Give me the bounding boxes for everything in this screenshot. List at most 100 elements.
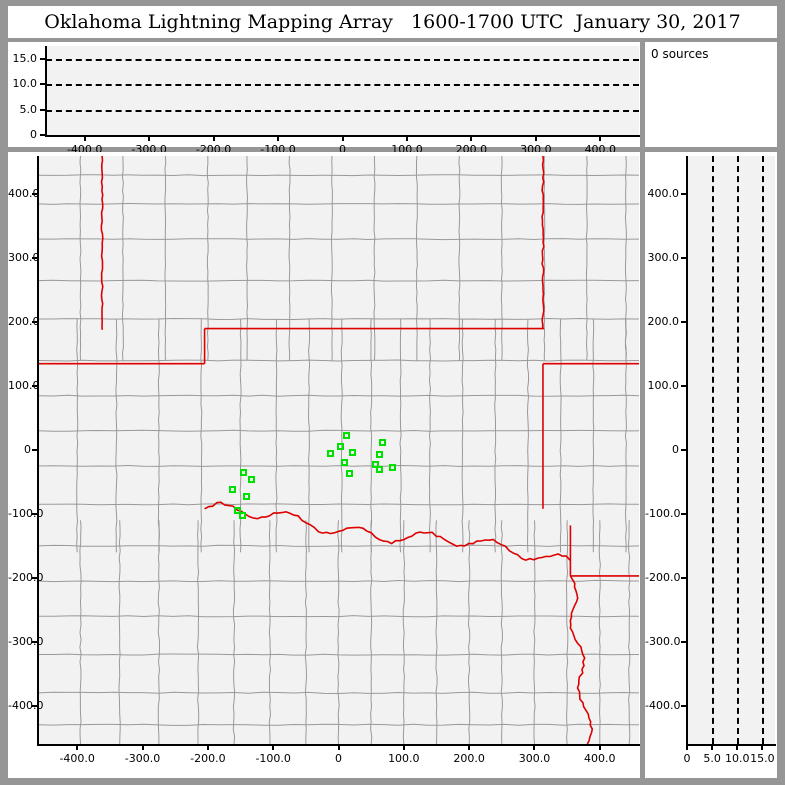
county-line-v-m0 [76,318,79,553]
county-line-v-m3 [200,318,203,553]
x-tick-0 [76,744,79,750]
county-line-h-s5 [38,723,639,726]
county-line-v-s1 [118,520,121,744]
gridline-y-1 [46,84,639,87]
county-line-h-n2 [38,238,639,241]
x-tick-label-5: 100.0 [388,752,420,765]
y-tick-label-2: -200.0 [645,570,681,584]
x-tick-6 [470,135,473,141]
lma-source-marker[interactable] [327,450,335,458]
gridline-x-2 [762,156,765,744]
y-tick-label-8: 400.0 [647,187,680,201]
y-tick-2 [32,576,39,579]
x-tick-4 [337,744,340,750]
lma-source-marker[interactable] [378,438,386,446]
height-histogram-panel[interactable]: -400.0 -300.0 -200.0 -100.0 0 100.0 200.0 300.0… [645,152,777,778]
time-height-panel[interactable]: 0 5.0 10.0 15.0 -400.0 -300.0 -200.0 -100.0 0 100… [8,42,640,156]
county-line-v-s3 [196,520,200,744]
y-tick-4 [32,449,39,451]
y-tick-6 [32,321,39,324]
gridline-x-0 [712,156,715,744]
y-tick-label-0: -400.0 [8,698,44,712]
county-line-v-s15 [598,520,601,744]
lma-source-marker[interactable] [389,464,397,472]
y-tick-3 [681,512,688,515]
x-tick-0 [83,135,86,141]
county-line-v-s7 [337,520,340,744]
x-tick-3 [272,744,275,750]
y-tick-label-5: 100.0 [647,379,680,393]
county-line-v-m10 [428,318,432,553]
gridline-x-1 [737,156,740,744]
lma-source-marker[interactable] [348,449,356,457]
y-tick-label-3: -100.0 [645,506,681,520]
state-boundary-red-river [204,501,571,562]
y-tick-7 [681,257,688,260]
x-tick-label-2: 10.0 [725,752,750,765]
state-boundary-ok-missouri-north [541,156,545,329]
gridline-y-2 [46,58,639,61]
y-tick-8 [32,193,39,196]
x-tick-label-6: 200.0 [453,752,485,765]
lma-source-marker[interactable] [371,461,379,469]
x-tick-1 [711,744,714,750]
county-line-v-m6 [308,318,311,553]
y-tick-1 [40,108,47,111]
lma-source-marker[interactable] [233,506,241,514]
state-boundary-west-vertical [100,156,104,330]
x-tick-7 [533,744,536,750]
y-tick-label-4: 0 [24,443,31,456]
county-line-v-n2 [164,156,167,361]
county-line-v-m13 [526,318,530,553]
x-tick-8 [599,135,602,141]
y-tick-2 [40,83,47,86]
time-height-plot-area[interactable] [46,46,639,135]
lma-source-marker[interactable] [242,492,250,500]
county-line-h-n0 [38,174,639,177]
y-tick-label-3: 15.0 [12,51,38,65]
y-tick-label-7: 300.0 [647,251,680,265]
county-line-v-n8 [415,156,418,361]
county-line-v-n12 [585,156,588,361]
plan-view-map-panel[interactable]: -400.0 -300.0 -200.0 -100.0 0 100.0 200.0 300.0… [8,152,640,778]
y-tick-2 [681,576,688,579]
lma-source-marker[interactable] [340,459,348,467]
y-tick-label-8: 400.0 [8,187,40,201]
lma-source-marker[interactable] [375,450,383,458]
county-line-h-m3 [38,464,639,467]
lma-source-marker[interactable] [239,468,247,476]
x-tick-label-4: 0 [339,143,346,156]
lma-source-marker[interactable] [336,442,344,450]
county-line-v-m7 [340,318,343,553]
county-line-v-n1 [121,156,124,361]
y-tick-label-1: 5.0 [19,102,38,116]
county-line-v-s4 [232,520,236,744]
y-axis-line [45,46,47,136]
county-line-v-n3 [206,156,209,361]
y-tick-3 [32,512,39,515]
y-tick-label-7: 300.0 [8,251,40,265]
county-line-v-s0 [79,520,82,744]
county-line-v-n0 [79,156,82,361]
county-line-v-s13 [533,520,536,744]
lma-source-marker[interactable] [346,469,354,477]
y-tick-5 [681,385,688,388]
height-histogram-plot-area[interactable] [687,156,775,744]
county-line-v-n9 [458,156,461,361]
y-tick-1 [32,640,39,643]
y-tick-label-4: 0 [672,443,679,456]
county-line-h-n4 [38,317,639,321]
y-tick-6 [681,321,688,324]
x-tick-label-2: -200.0 [190,752,226,765]
lma-source-marker[interactable] [375,465,383,473]
county-line-v-s14 [565,520,569,744]
lma-source-marker[interactable] [343,432,351,440]
y-tick-1 [681,640,688,643]
lma-source-marker[interactable] [229,486,237,494]
lma-source-marker[interactable] [238,512,246,520]
lma-source-marker[interactable] [248,475,256,483]
plan-view-plot-area[interactable] [38,156,639,744]
x-tick-2 [212,135,215,141]
y-tick-label-1: -300.0 [645,634,681,648]
